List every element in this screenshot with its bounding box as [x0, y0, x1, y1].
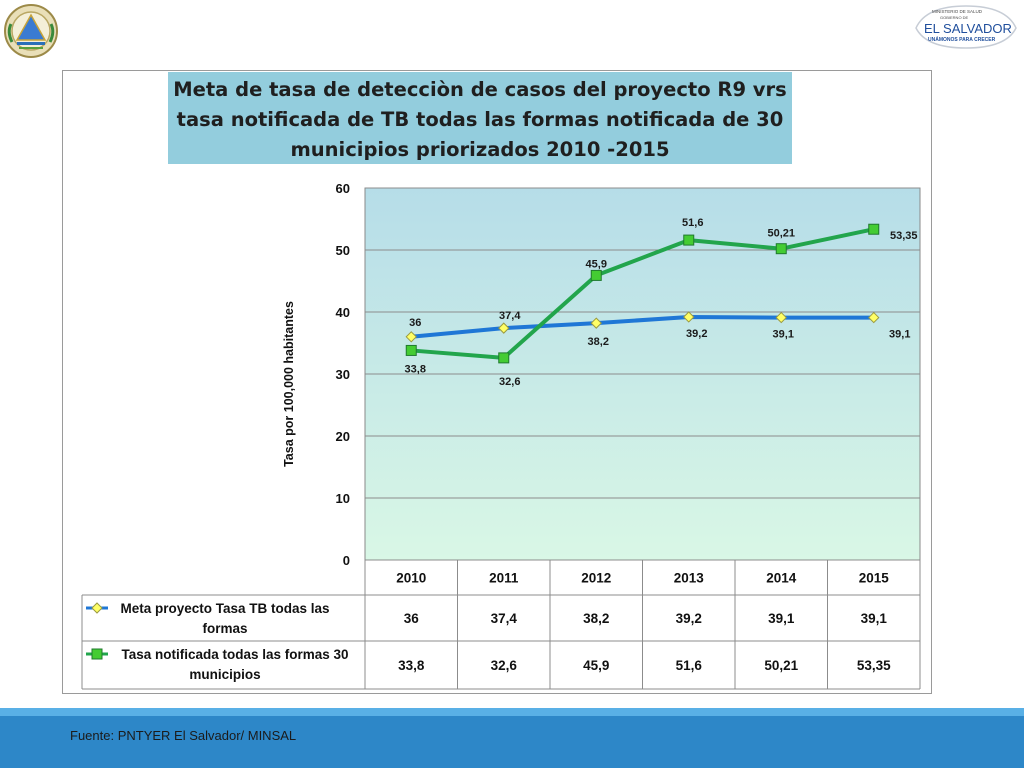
y-tick-label: 30	[336, 367, 350, 382]
data-label: 33,8	[405, 363, 426, 375]
data-point	[405, 331, 417, 343]
table-cell: 45,9	[583, 658, 609, 673]
legend-marker	[91, 602, 103, 614]
table-cell: 33,8	[398, 658, 425, 673]
data-label: 36	[409, 317, 421, 329]
x-tick-label: 2015	[859, 571, 890, 586]
footer-source: Fuente: PNTYER El Salvador/ MINSAL	[70, 728, 297, 743]
series-line	[411, 227, 875, 360]
data-point	[775, 243, 787, 255]
legend-label: Meta proyecto Tasa TB todas las formas	[120, 601, 329, 636]
table-cell: 53,35	[857, 658, 891, 673]
data-label: 32,6	[499, 376, 520, 388]
data-point	[775, 311, 787, 324]
data-label: 53,35	[890, 230, 918, 242]
y-tick-label: 10	[336, 491, 350, 506]
table-cell: 51,6	[676, 658, 703, 673]
logo-small-text: MINISTERIO DE SALUD	[932, 9, 983, 14]
table-cell: 32,6	[491, 658, 518, 673]
data-label: 38,2	[588, 336, 609, 348]
x-tick-label: 2011	[489, 571, 519, 586]
chart-title: Meta de tasa de detecciòn de casos del p…	[173, 78, 787, 161]
data-point	[683, 234, 695, 246]
series-line	[411, 314, 874, 339]
footer-strip	[0, 708, 1024, 716]
data-label: 39,1	[889, 329, 910, 341]
chart: 0 10 20 30 40 50 60 Tasa por 100,000 habitante…	[81, 181, 921, 690]
data-point	[868, 223, 880, 235]
legend-marker	[91, 648, 103, 660]
data-label: 37,4	[499, 310, 521, 322]
data-label: 39,1	[773, 329, 794, 341]
data-point	[868, 311, 880, 324]
data-point	[405, 344, 417, 356]
legend-label: Tasa notificada todas las formas 30 munic…	[121, 647, 348, 682]
y-tick-label: 0	[343, 553, 350, 568]
chart-title-box: Meta de tasa de detecciòn de casos del p…	[168, 72, 792, 164]
data-label: 39,2	[686, 328, 707, 340]
table-cell: 39,1	[768, 611, 795, 626]
data-point	[590, 269, 602, 281]
logo-gov-text: GOBIERNO DE	[940, 15, 969, 20]
data-label: 50,21	[767, 228, 795, 240]
y-tick-label: 50	[336, 243, 350, 258]
data-point	[498, 352, 510, 364]
x-tick-label: 2010	[396, 571, 426, 586]
y-tick-label: 40	[336, 305, 350, 320]
y-tick-label: 20	[336, 429, 350, 444]
x-tick-label: 2014	[766, 571, 797, 586]
data-label: 45,9	[586, 258, 607, 270]
logo-name: EL SALVADOR	[924, 21, 1012, 36]
data-point	[590, 317, 602, 329]
x-tick-label: 2013	[674, 571, 705, 586]
data-point	[683, 311, 695, 323]
y-axis-label: Tasa por 100,000 habitantes	[282, 301, 296, 467]
table-cell: 38,2	[583, 611, 609, 626]
table-cell: 36	[404, 611, 420, 626]
x-tick-label: 2012	[581, 571, 611, 586]
footer-bar	[0, 708, 1024, 768]
table-cell: 39,2	[676, 611, 702, 626]
ministry-logo: MINISTERIO DE SALUD GOBIERNO DE EL SALVA…	[915, 5, 1017, 49]
table-cell: 37,4	[491, 611, 518, 626]
coat-of-arms-icon	[4, 4, 58, 58]
logo-slogan: UNÁMONOS PARA CRECER	[928, 36, 996, 43]
table-cell: 50,21	[764, 658, 798, 673]
table-cell: 39,1	[861, 611, 888, 626]
y-tick-label: 60	[336, 181, 350, 196]
data-label: 51,6	[682, 217, 703, 229]
data-point	[498, 322, 510, 334]
